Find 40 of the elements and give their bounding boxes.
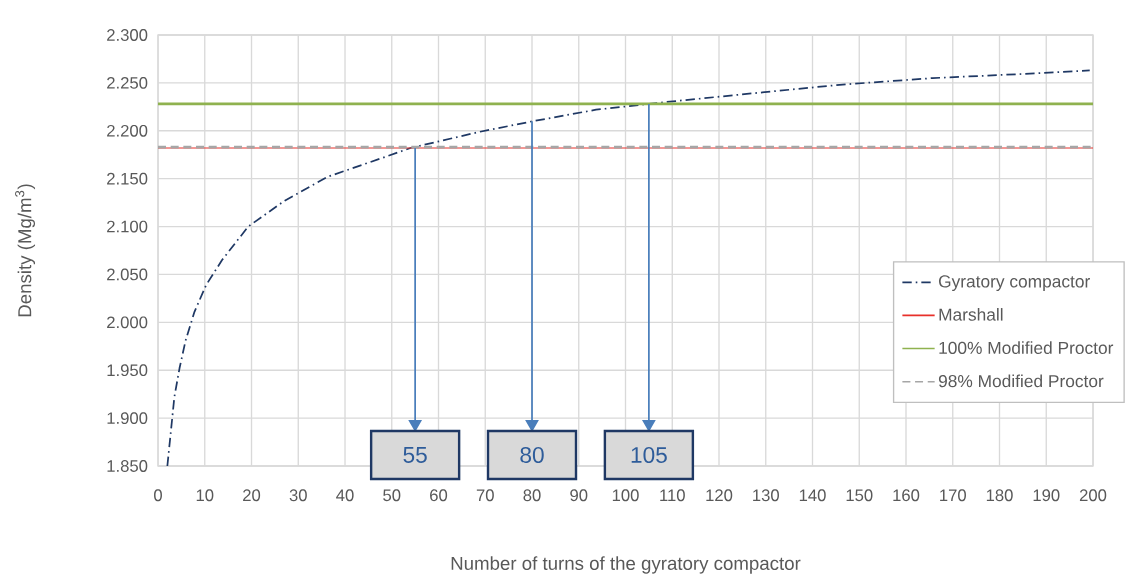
- x-tick-label: 150: [846, 489, 873, 502]
- x-tick-label: 20: [243, 489, 261, 502]
- x-tick-label: 170: [940, 489, 966, 502]
- x-tick-label: 30: [289, 489, 307, 502]
- annotation: 105: [631, 446, 667, 464]
- x-tick-label: 120: [706, 489, 733, 502]
- y-tick-label: 1.900: [107, 412, 148, 424]
- x-tick-label: 90: [570, 489, 588, 502]
- annotation: 55: [403, 447, 427, 463]
- x-tick-label: 190: [1033, 489, 1060, 502]
- x-tick-label: 10: [196, 489, 214, 502]
- y-tick-label: 1.950: [107, 364, 148, 377]
- x-tick-label: 60: [430, 489, 448, 502]
- y-tick-label: 2.200: [107, 124, 148, 137]
- y-tick-label: 1.850: [107, 460, 148, 472]
- legend-label: 98% Modified Proctor: [938, 374, 1104, 388]
- x-tick-label: 200: [1079, 489, 1107, 502]
- y-tick-label: 2.250: [107, 77, 148, 89]
- y-tick-label: 2.150: [107, 172, 148, 185]
- y-tick-label: 2.300: [107, 29, 148, 41]
- x-tick-label: 70: [476, 489, 494, 502]
- y-tick-label: 2.000: [107, 316, 148, 329]
- x-tick-label: 80: [523, 489, 541, 502]
- legend-label: 100% Modified Proctor: [939, 341, 1114, 355]
- x-tick-label: 130: [753, 489, 779, 502]
- x-tick-label: 140: [799, 489, 826, 502]
- x-tick-label: 110: [660, 489, 685, 502]
- x-tick-label: 180: [986, 489, 1013, 502]
- legend-label: Marshall: [939, 308, 1003, 321]
- x-axis-title: Number of turns of the gyratory compactor: [451, 556, 801, 574]
- x-tick-label: 40: [336, 489, 354, 502]
- y-tick-label: 2.050: [107, 268, 148, 281]
- x-tick-label: 0: [154, 489, 162, 502]
- annotation: 80: [520, 446, 544, 464]
- x-tick-label: 160: [893, 489, 920, 502]
- x-tick-label: 100: [612, 489, 639, 502]
- legend-label: Gyratory compactor: [938, 275, 1090, 291]
- y-tick-label: 2.100: [107, 220, 148, 233]
- y-axis-title: Density (Mg/m$^{3}$): [15, 184, 36, 317]
- x-tick-label: 50: [383, 489, 401, 502]
